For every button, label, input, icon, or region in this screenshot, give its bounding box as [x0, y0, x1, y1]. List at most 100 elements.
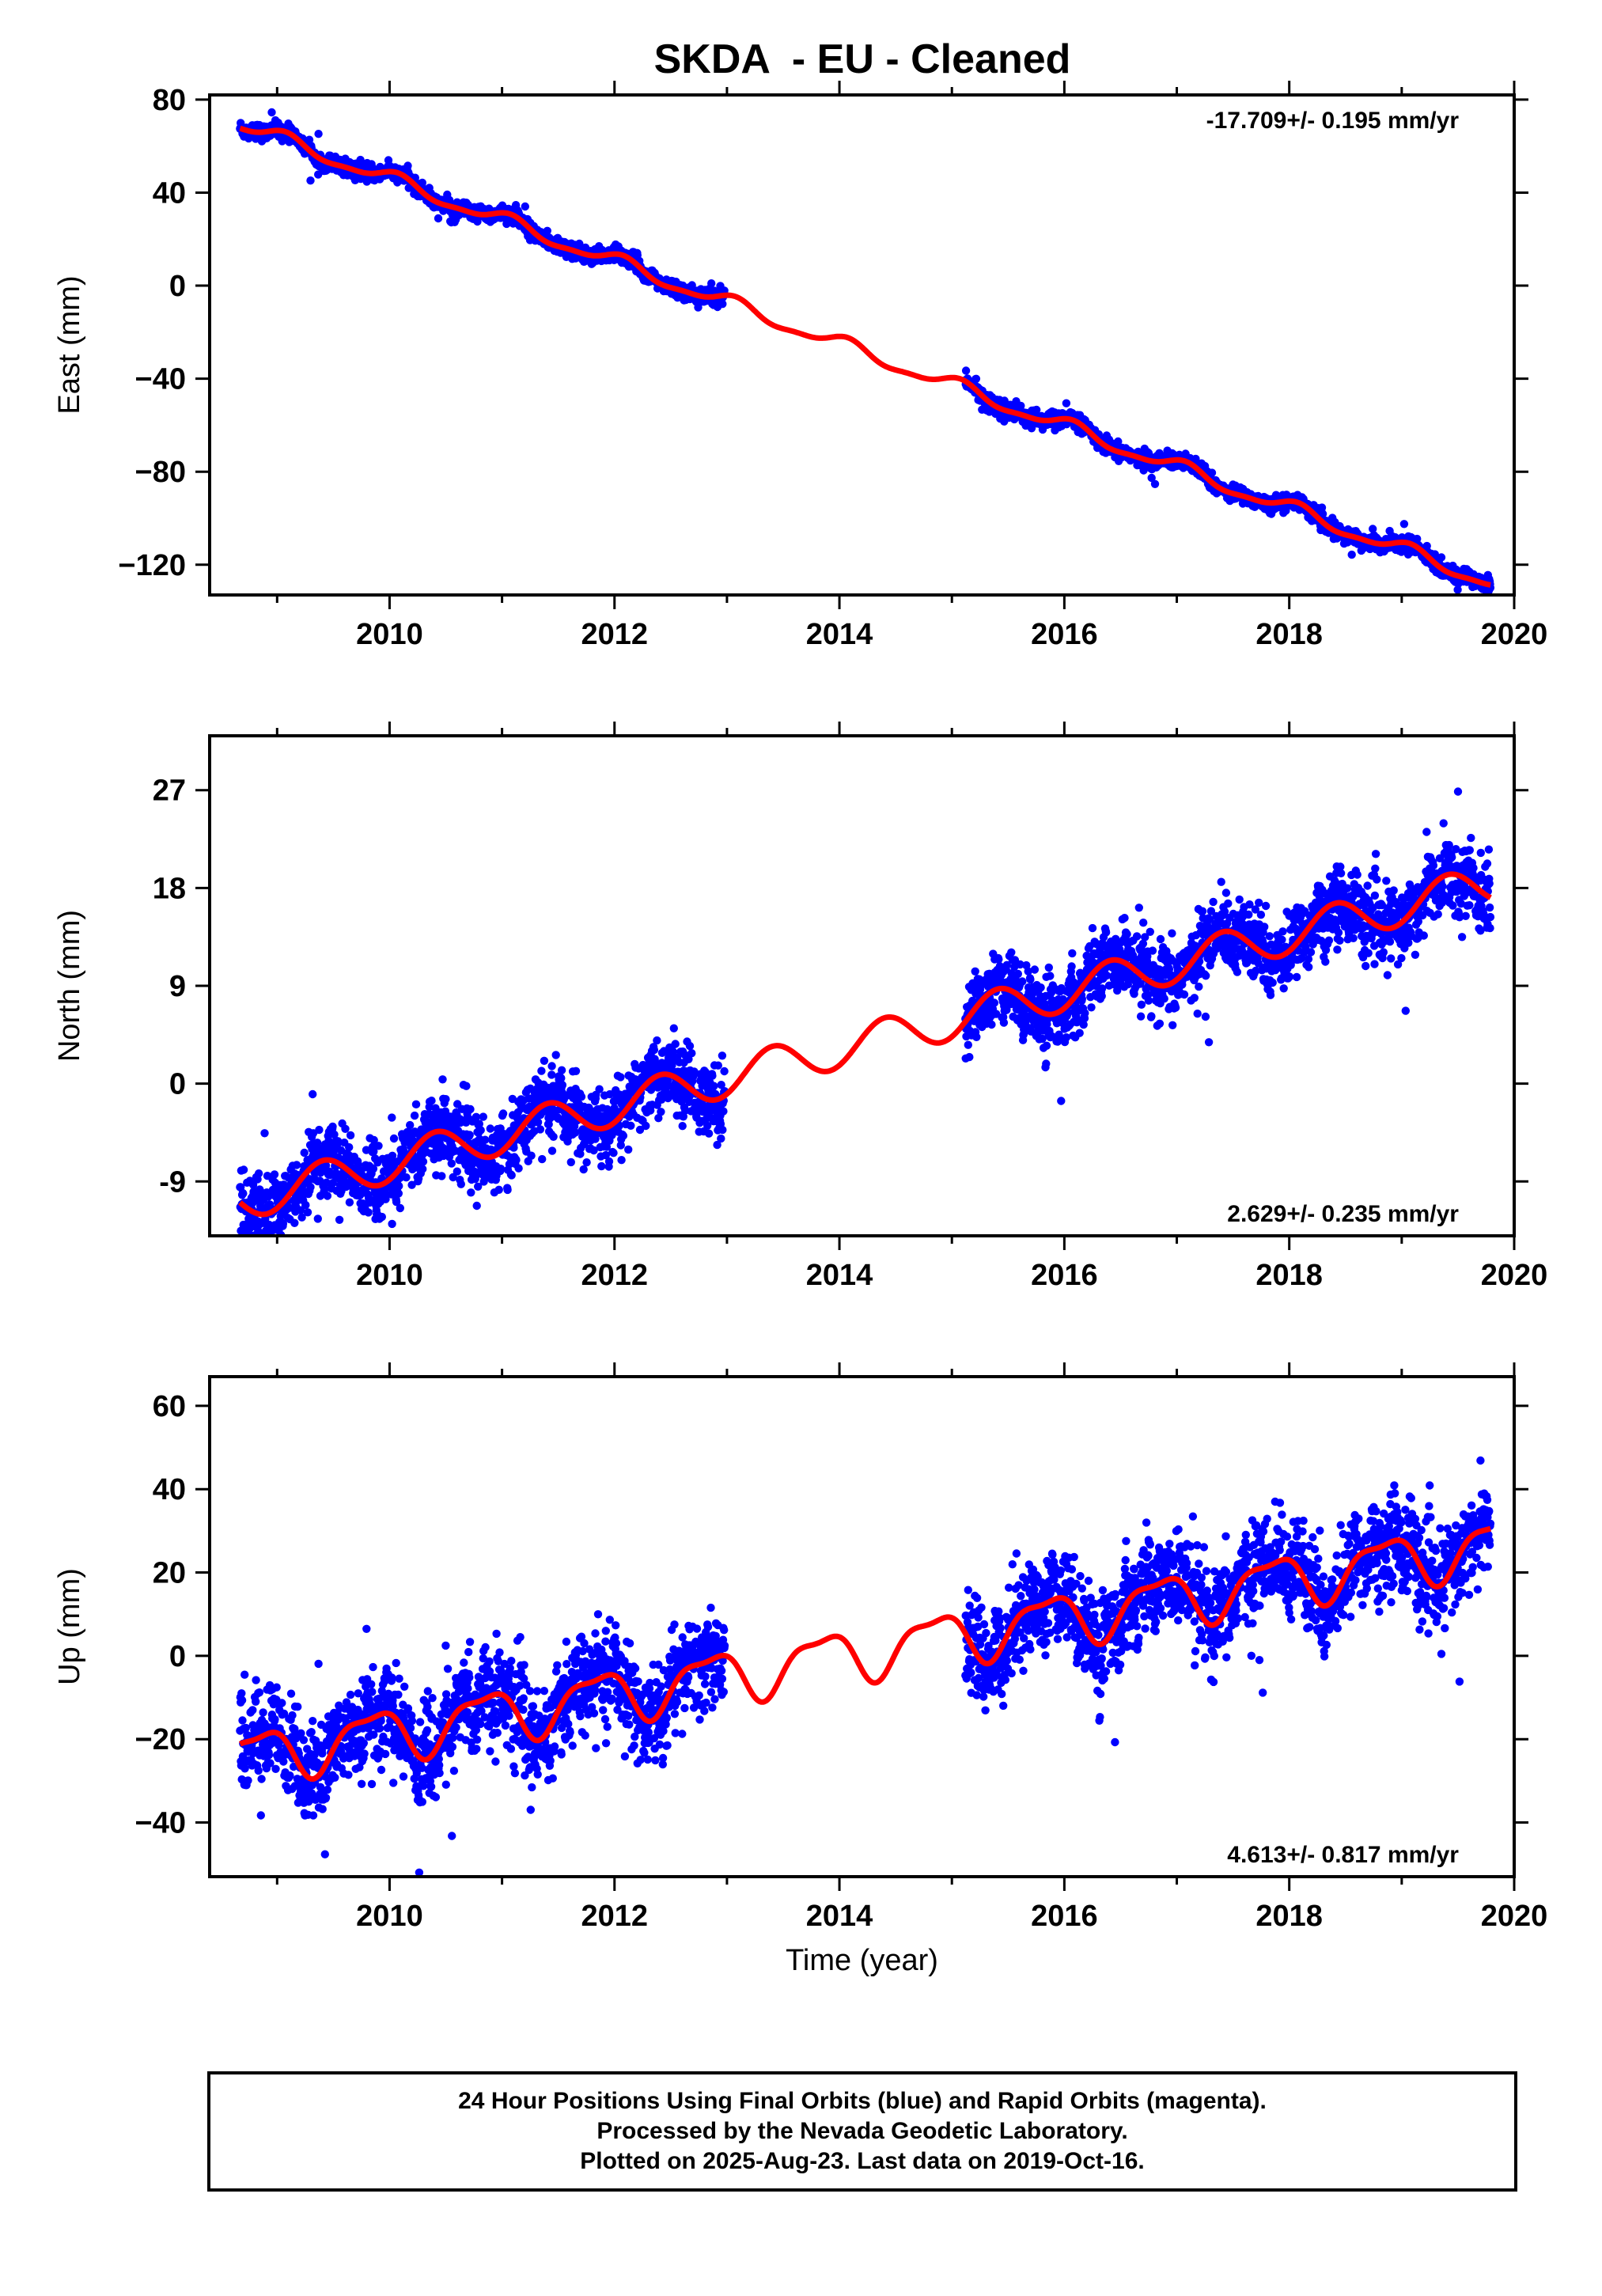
data-point	[685, 1041, 695, 1051]
data-point	[717, 1134, 725, 1143]
data-point	[708, 1071, 717, 1080]
data-point	[521, 202, 529, 211]
data-point	[627, 1121, 635, 1131]
data-point	[377, 1212, 386, 1222]
data-point	[496, 1165, 506, 1173]
data-point	[346, 1131, 355, 1140]
data-point	[527, 1151, 536, 1160]
data-point	[301, 1200, 310, 1210]
data-point	[549, 1132, 558, 1142]
data-point	[616, 1073, 625, 1082]
data-point	[719, 1107, 728, 1116]
data-point	[604, 1157, 614, 1166]
data-point	[558, 1081, 567, 1089]
data-point	[466, 1104, 475, 1114]
data-point	[418, 1165, 427, 1173]
data-point	[687, 1049, 696, 1058]
data-point	[341, 1124, 350, 1134]
data-point	[267, 108, 276, 117]
data-point	[540, 1056, 549, 1066]
data-point	[396, 1203, 404, 1213]
data-point	[1062, 399, 1071, 407]
data-point	[290, 1218, 299, 1228]
x-tick-label: 2020	[1481, 618, 1548, 651]
data-point	[313, 1214, 322, 1223]
data-point	[256, 1242, 263, 1250]
chart-title: SKDA - EU - Cleaned	[654, 36, 1071, 82]
data-point	[543, 226, 551, 235]
data-point	[503, 1185, 512, 1195]
x-tick-label: 2014	[806, 618, 873, 651]
data-point	[402, 1173, 411, 1182]
data-point	[410, 1111, 419, 1120]
data-point	[971, 967, 979, 976]
data-point	[438, 1075, 447, 1084]
data-point	[678, 1122, 687, 1131]
data-point	[314, 130, 323, 138]
data-point	[971, 374, 981, 383]
data-point	[328, 1122, 337, 1131]
data-point	[254, 1169, 263, 1178]
data-point	[507, 1171, 516, 1180]
data-point	[624, 1145, 633, 1154]
data-point	[718, 1051, 727, 1060]
data-point	[437, 1172, 446, 1180]
x-tick-label: 2018	[1255, 618, 1323, 651]
data-point	[582, 1158, 591, 1167]
data-point	[345, 1142, 354, 1152]
y-tick-label: −80	[135, 456, 186, 489]
data-point	[267, 1269, 275, 1277]
data-point	[571, 1067, 581, 1076]
data-point	[718, 1125, 727, 1135]
data-point	[434, 214, 443, 223]
data-point	[453, 1167, 461, 1176]
data-point	[494, 1185, 503, 1195]
data-point	[577, 1093, 586, 1101]
x-tick-label: 2012	[581, 618, 648, 651]
data-point	[1207, 468, 1217, 477]
data-point	[512, 1156, 521, 1165]
y-axis-label: East (mm)	[53, 275, 86, 414]
data-point	[609, 1149, 618, 1157]
data-point	[1437, 553, 1446, 562]
data-point	[1032, 405, 1041, 415]
data-point	[650, 1045, 659, 1055]
x-tick-label: 2010	[356, 618, 423, 651]
data-point	[718, 300, 727, 309]
data-point	[961, 366, 971, 375]
data-point	[714, 1061, 722, 1070]
data-point	[538, 1154, 547, 1164]
data-point	[303, 1208, 312, 1217]
data-point	[261, 1238, 269, 1246]
data-point	[1017, 401, 1025, 411]
data-point	[467, 1188, 475, 1197]
data-point	[389, 1134, 399, 1143]
data-point	[1399, 520, 1409, 529]
data-point	[335, 1215, 344, 1225]
data-point	[557, 1066, 566, 1074]
data-point	[557, 1074, 566, 1082]
data-point	[964, 1040, 973, 1049]
data-point	[579, 1165, 588, 1174]
data-point	[403, 161, 412, 170]
data-point	[669, 1024, 678, 1032]
data-point	[707, 279, 716, 288]
data-point	[323, 1192, 332, 1200]
data-point	[270, 1170, 279, 1179]
data-point	[642, 1121, 650, 1131]
data-point	[260, 1129, 269, 1138]
y-tick-label: −40	[135, 363, 186, 396]
data-point	[551, 1051, 560, 1059]
data-point	[566, 1157, 575, 1167]
data-point	[364, 1208, 373, 1217]
y-tick-label: 80	[153, 84, 186, 117]
data-point	[476, 1126, 485, 1135]
data-point	[447, 1159, 456, 1168]
data-point	[710, 1082, 718, 1090]
data-point	[1147, 473, 1156, 483]
y-tick-label: 0	[169, 270, 186, 303]
x-tick-label: 2016	[1031, 618, 1098, 651]
data-point	[1191, 454, 1200, 464]
